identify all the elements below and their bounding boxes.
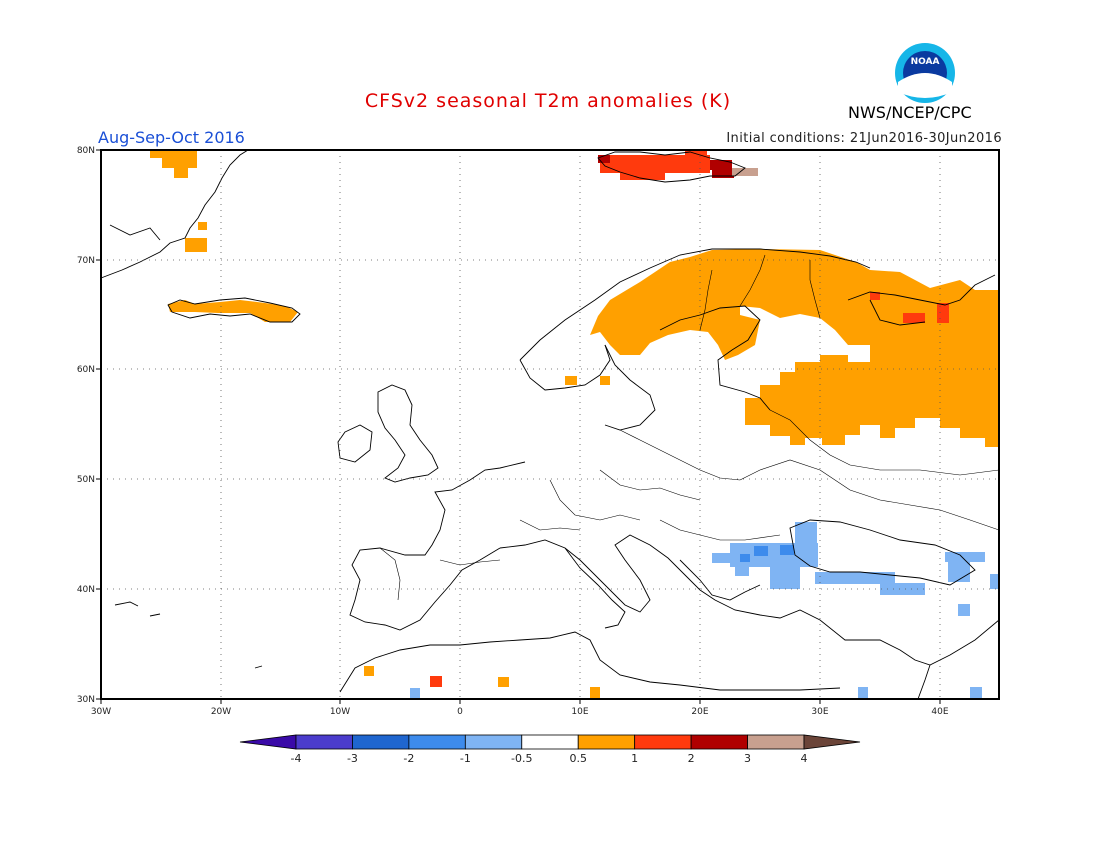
initial-conditions-label: Initial conditions: 21Jun2016-30Jun2016	[726, 131, 1002, 146]
warm-anomaly-region-scandinavia	[590, 249, 999, 447]
cold-anomaly-region-black-sea	[712, 522, 999, 616]
lat-axis: 30N 40N 50N 60N 70N 80N	[77, 146, 101, 705]
warm-anomaly-region-iceland	[168, 300, 298, 322]
colorbar-tick-label: 0.5	[569, 752, 587, 765]
colorbar-tick-label: -2	[403, 752, 414, 765]
colorbar-tick-label: -4	[291, 752, 302, 765]
lon-tick-label: 40E	[931, 707, 948, 717]
lon-axis: 30W 20W 10W 0 10E 20E 30E 40E	[91, 699, 949, 717]
colorbar-swatch	[464, 734, 523, 750]
lon-tick-label: 20E	[691, 707, 708, 717]
colorbar-tick-label: -3	[347, 752, 358, 765]
lat-tick-label: 40N	[77, 585, 95, 595]
colorbar-tick-label: -0.5	[511, 752, 532, 765]
coastlines	[100, 149, 1000, 700]
noaa-logo: NOAA	[895, 43, 955, 103]
warm-anomaly-region-svalbard	[600, 155, 710, 173]
colorbar-swatch	[239, 734, 297, 750]
agency-label: NWS/NCEP/CPC	[848, 103, 972, 122]
lat-tick-label: 50N	[77, 475, 95, 485]
colorbar: -4 -3 -2 -1 -0.5 0.5 1 2 3 4	[239, 734, 861, 765]
colorbar-tick-label: 2	[688, 752, 695, 765]
colorbar-swatch	[747, 734, 805, 750]
season-label: Aug-Sep-Oct 2016	[98, 128, 245, 147]
lat-tick-label: 60N	[77, 365, 95, 375]
colorbar-swatch	[577, 734, 636, 750]
lon-tick-label: 0	[457, 707, 463, 717]
colorbar-swatch	[295, 734, 353, 750]
warm-anomaly-region-greenland	[150, 150, 197, 178]
lon-tick-label: 10E	[571, 707, 588, 717]
lat-tick-label: 80N	[77, 146, 95, 156]
colorbar-swatch	[408, 734, 466, 750]
colorbar-tick-label: 4	[801, 752, 808, 765]
svg-text:NOAA: NOAA	[911, 57, 940, 67]
colorbar-swatch	[634, 734, 692, 750]
country-borders	[379, 254, 1000, 601]
colorbar-swatch	[521, 734, 579, 750]
map-title: CFSv2 seasonal T2m anomalies (K)	[364, 90, 732, 112]
colorbar-swatch	[803, 734, 861, 750]
lon-tick-label: 20W	[211, 707, 231, 717]
colorbar-tick-label: 1	[631, 752, 638, 765]
colorbar-swatch	[352, 734, 410, 750]
lat-tick-label: 30N	[77, 695, 95, 705]
lon-tick-label: 30E	[811, 707, 828, 717]
map-frame	[100, 149, 1000, 700]
colorbar-tick-label: 3	[744, 752, 751, 765]
colorbar-tick-label: -1	[460, 752, 471, 765]
colorbar-swatch	[690, 734, 748, 750]
lon-tick-label: 10W	[330, 707, 350, 717]
lat-tick-label: 70N	[77, 256, 95, 266]
lon-tick-label: 30W	[91, 707, 111, 717]
